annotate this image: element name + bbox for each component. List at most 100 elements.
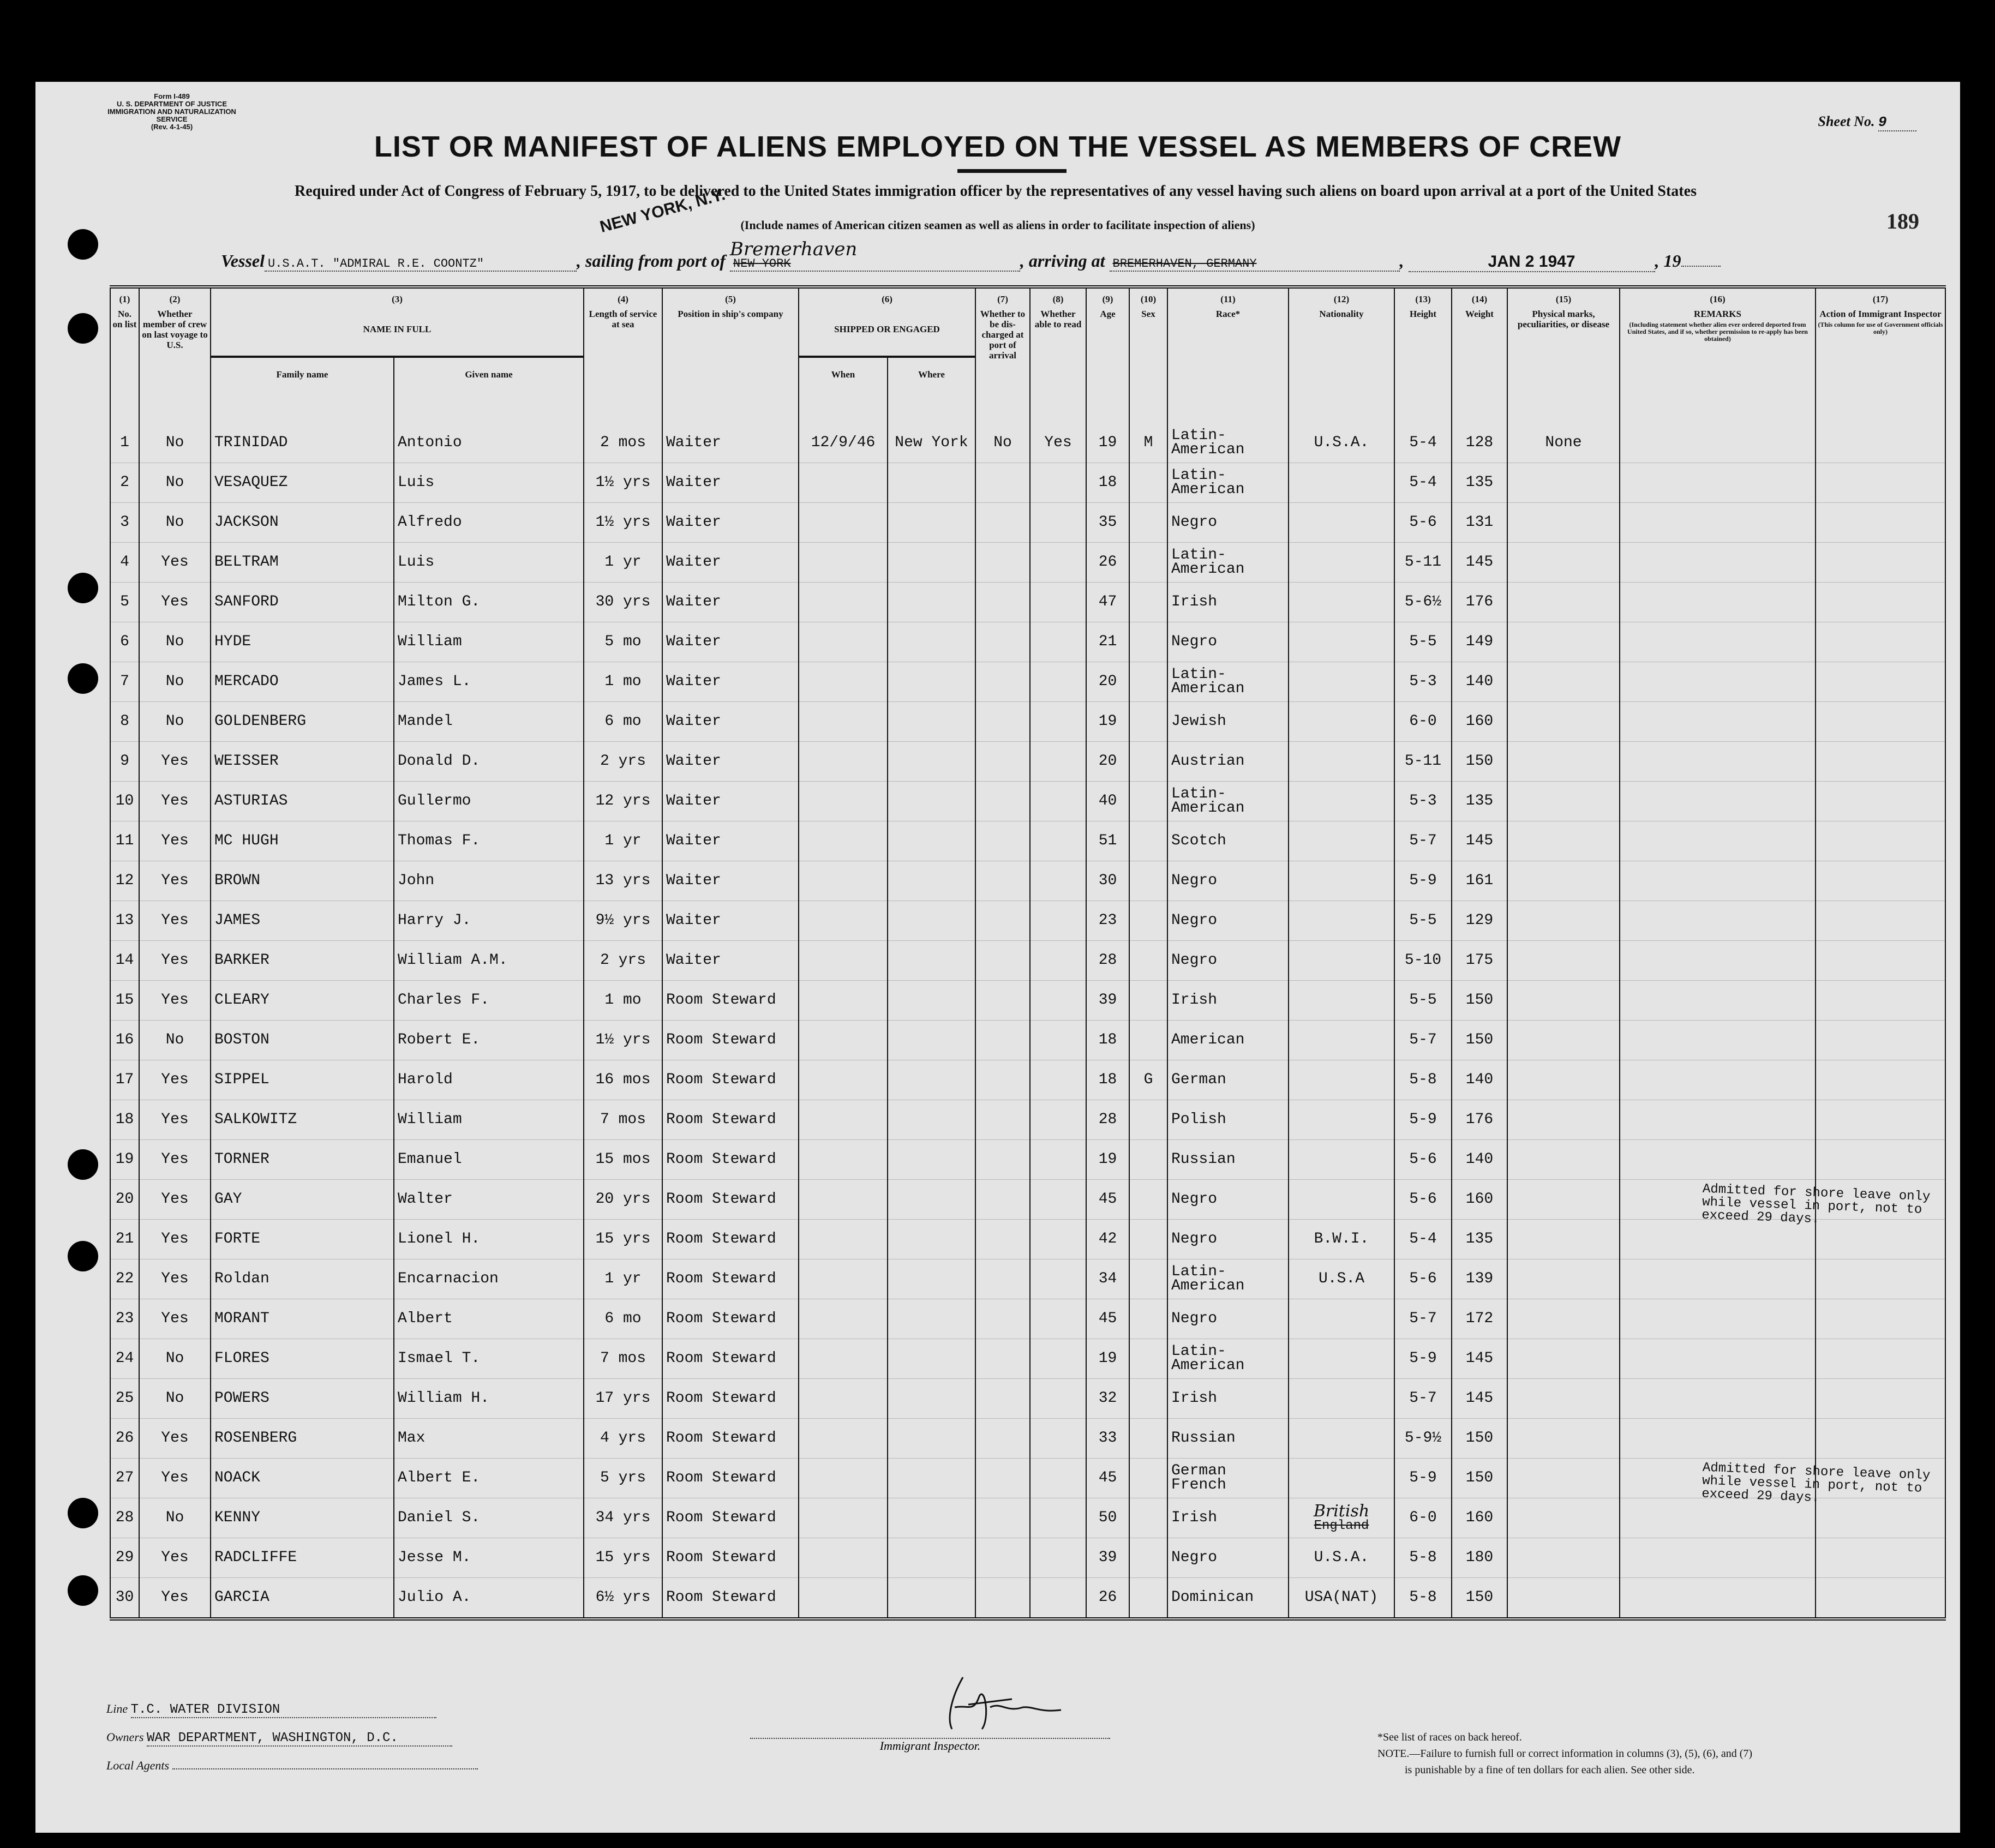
no-value: 13 — [115, 912, 134, 929]
cell-where — [887, 781, 976, 821]
races-note: *See list of races on back hereof. — [1377, 1731, 1522, 1743]
table-row: 30 Yes GARCIA Julio A. 6½ yrs Room Steward 26 D… — [110, 1577, 1946, 1619]
position-value: Room Steward — [666, 1390, 776, 1407]
cell-age: 51 — [1086, 821, 1130, 861]
column-number: (1) — [119, 294, 130, 304]
service-value: 5 yrs — [600, 1469, 646, 1486]
cell-service: 15 mos — [583, 1139, 663, 1180]
last-value: No — [165, 1390, 184, 1407]
cell-family: POWERS — [210, 1378, 394, 1419]
cell-nationality — [1288, 701, 1395, 742]
cell-sex — [1129, 1299, 1168, 1339]
height-value: 5-5 — [1409, 992, 1437, 1009]
column-number: (9) — [1102, 294, 1113, 304]
race-value: Negro — [1171, 1231, 1218, 1247]
cell-family: HYDE — [210, 622, 394, 662]
column-number: (4) — [618, 294, 628, 304]
family-value: BOSTON — [214, 1031, 269, 1048]
cell-marks — [1507, 582, 1620, 622]
service-value: 15 yrs — [595, 1549, 651, 1566]
cell-service: 30 yrs — [583, 582, 663, 622]
cell-family: NOACK — [210, 1458, 394, 1498]
vessel-line: Vessel U.S.A.T. "ADMIRAL R.E. COONTZ", sa… — [221, 238, 1721, 272]
no-value: 6 — [120, 633, 129, 650]
cell-family: TRINIDAD — [210, 423, 394, 463]
cell-family: RADCLIFFE — [210, 1538, 394, 1578]
cell-nationality — [1288, 1100, 1395, 1140]
cell-position: Waiter — [662, 622, 799, 662]
cell-sex — [1129, 662, 1168, 702]
cell-nationality — [1288, 662, 1395, 702]
read-value: Yes — [1044, 434, 1072, 451]
column-label: SHIPPED OR ENGAGED — [834, 324, 940, 334]
position-value: Waiter — [666, 872, 721, 889]
service-value: 1 mo — [604, 673, 642, 690]
position-value: Waiter — [666, 753, 721, 770]
cell-race: German French — [1167, 1458, 1289, 1498]
cell-action — [1815, 542, 1946, 583]
cell-position: Room Steward — [662, 1259, 799, 1299]
no-value: 14 — [115, 952, 134, 969]
sheet-number: Sheet No. 9 — [1818, 113, 1916, 131]
cell-weight: 176 — [1451, 1100, 1508, 1140]
cell-position: Room Steward — [662, 1418, 799, 1459]
cell-no: 30 — [110, 1577, 140, 1619]
age-value: 32 — [1098, 1390, 1117, 1407]
spacer-cell — [975, 391, 1031, 423]
height-value: 5-11 — [1404, 753, 1442, 770]
cell-weight: 150 — [1451, 741, 1508, 782]
cell-when — [798, 940, 888, 981]
cell-no: 21 — [110, 1219, 140, 1259]
cell-age: 33 — [1086, 1418, 1130, 1459]
cell-remarks — [1619, 1339, 1816, 1379]
cell-action — [1815, 821, 1946, 861]
cell-sex — [1129, 1219, 1168, 1259]
race-value: Latin-American — [1171, 467, 1245, 498]
cell-position: Waiter — [662, 741, 799, 782]
cell-discharged — [975, 1060, 1031, 1100]
document-number: 189 — [1886, 209, 1919, 233]
family-value: CLEARY — [214, 992, 269, 1009]
cell-last: No — [139, 701, 211, 742]
cell-service: 1½ yrs — [583, 1020, 663, 1060]
cell-given: Mandel — [393, 701, 584, 742]
weight-value: 176 — [1465, 593, 1494, 610]
last-value: Yes — [161, 1071, 189, 1088]
cell-read — [1029, 1259, 1087, 1299]
cell-age: 28 — [1086, 1100, 1130, 1140]
cell-race: Negro — [1167, 940, 1289, 981]
cell-remarks — [1619, 1139, 1816, 1180]
weight-value: 150 — [1465, 1430, 1494, 1447]
cell-no: 16 — [110, 1020, 140, 1060]
cell-given: Alfredo — [393, 502, 584, 543]
spacer-cell — [1619, 391, 1816, 423]
last-value: Yes — [161, 593, 189, 610]
cell-discharged — [975, 1100, 1031, 1140]
weight-value: 150 — [1465, 1469, 1494, 1486]
position-value: Room Steward — [666, 1071, 776, 1088]
given-value: Robert E. — [398, 1031, 481, 1048]
cell-when — [798, 662, 888, 702]
col-no: (1) No. on list — [110, 287, 140, 391]
cell-last: Yes — [139, 1577, 211, 1619]
family-value: JACKSON — [214, 514, 279, 531]
cell-service: 1½ yrs — [583, 463, 663, 503]
service-value: 9½ yrs — [595, 912, 651, 929]
no-value: 16 — [115, 1031, 134, 1048]
cell-given: Gullermo — [393, 781, 584, 821]
cell-given: Thomas F. — [393, 821, 584, 861]
cell-remarks — [1619, 701, 1816, 742]
table-row: 3 No JACKSON Alfredo 1½ yrs Waiter 35 Negro 5-6 1… — [110, 502, 1946, 543]
cell-sex — [1129, 1458, 1168, 1498]
age-value: 51 — [1098, 832, 1117, 849]
race-value: Scotch — [1171, 832, 1226, 849]
last-value: No — [165, 474, 184, 491]
cell-action — [1815, 741, 1946, 782]
cell-no: 22 — [110, 1259, 140, 1299]
race-value: Latin-American — [1171, 785, 1245, 817]
cell-marks — [1507, 1339, 1620, 1379]
cell-remarks — [1619, 1577, 1816, 1619]
age-value: 35 — [1098, 514, 1117, 531]
cell-given: William — [393, 622, 584, 662]
cell-read — [1029, 781, 1087, 821]
